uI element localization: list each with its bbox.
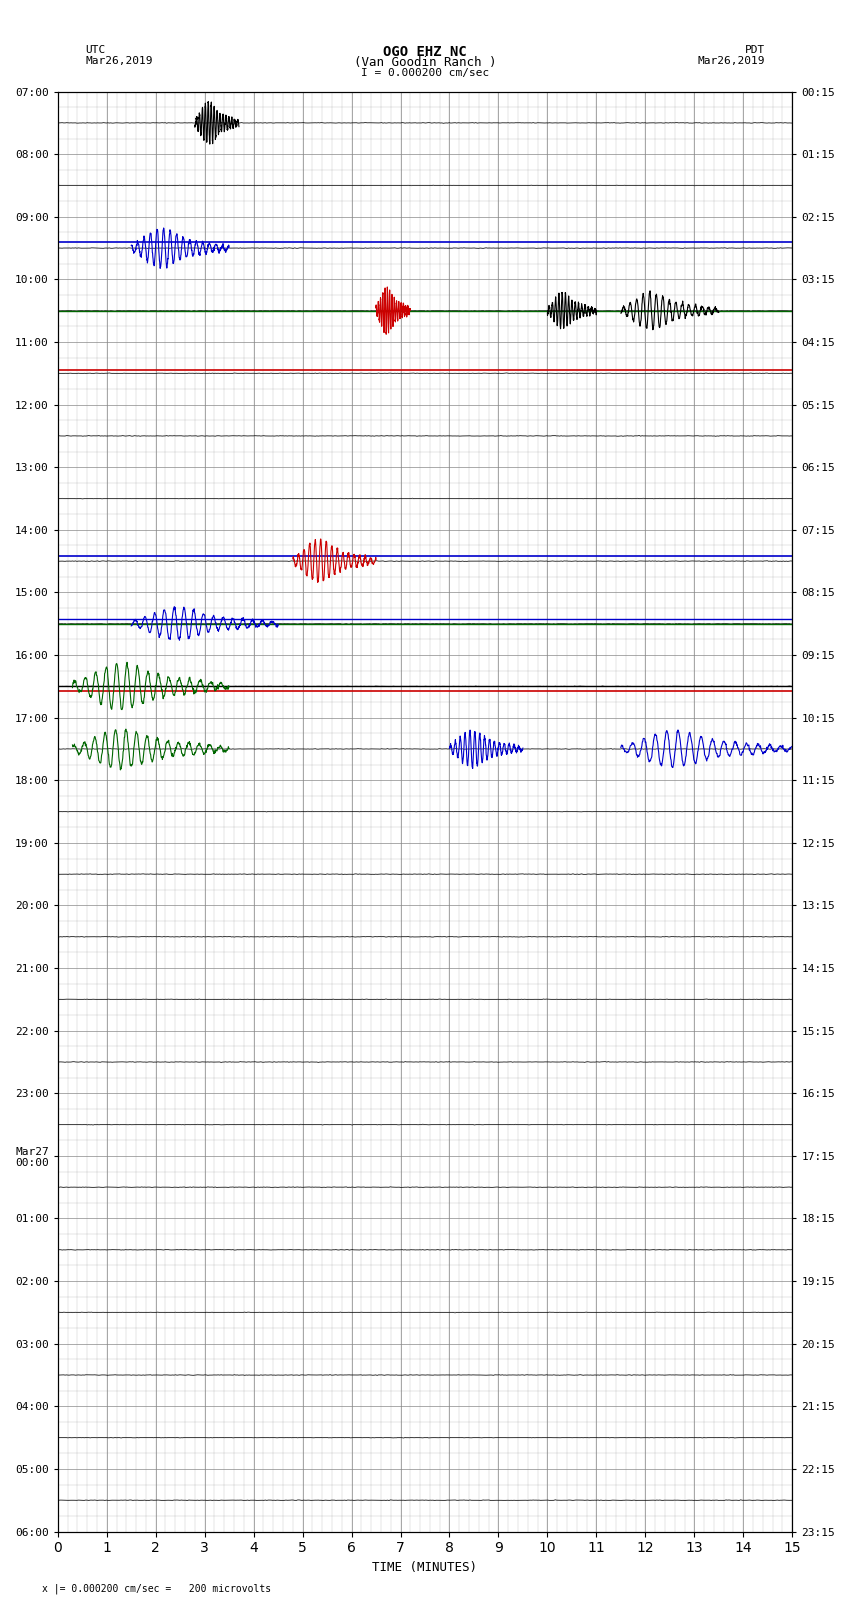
Text: x |= 0.000200 cm/sec =   200 microvolts: x |= 0.000200 cm/sec = 200 microvolts	[42, 1582, 272, 1594]
Text: (Van Goodin Ranch ): (Van Goodin Ranch )	[354, 56, 496, 69]
X-axis label: TIME (MINUTES): TIME (MINUTES)	[372, 1561, 478, 1574]
Text: OGO EHZ NC: OGO EHZ NC	[383, 45, 467, 60]
Text: I = 0.000200 cm/sec: I = 0.000200 cm/sec	[361, 68, 489, 77]
Text: UTC: UTC	[85, 45, 105, 55]
Text: Mar26,2019: Mar26,2019	[698, 56, 765, 66]
Text: PDT: PDT	[745, 45, 765, 55]
Text: Mar26,2019: Mar26,2019	[85, 56, 152, 66]
